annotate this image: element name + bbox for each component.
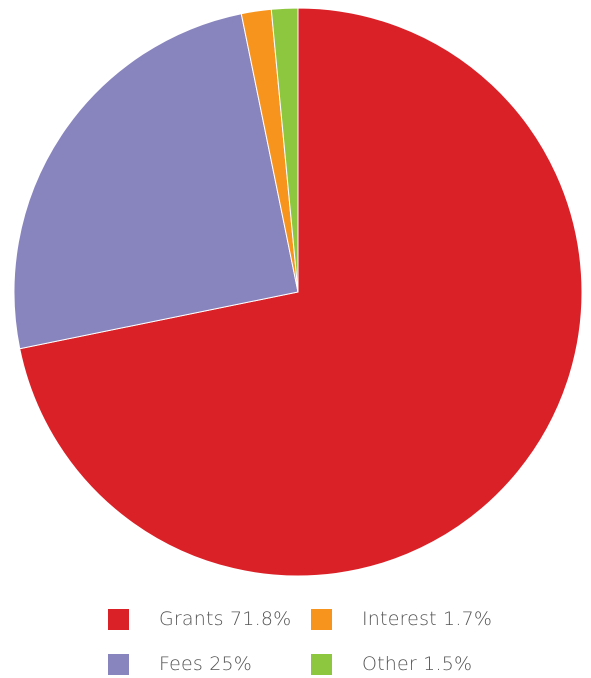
pie-slice-grants <box>19 7 583 577</box>
pie-slice-other <box>270 7 299 293</box>
pie-slice-fees <box>13 13 299 350</box>
